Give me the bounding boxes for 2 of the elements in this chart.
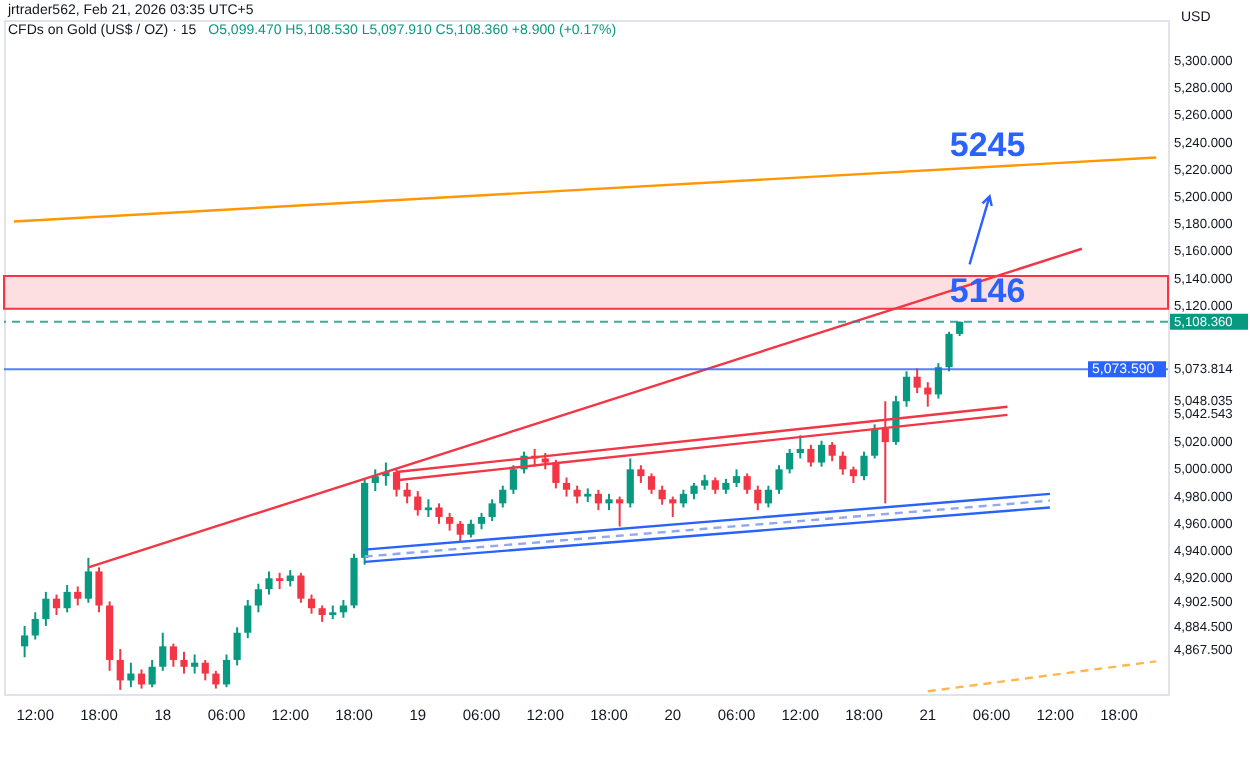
annotation: 5146 <box>949 272 1026 311</box>
annotation: 5245 <box>949 126 1026 165</box>
